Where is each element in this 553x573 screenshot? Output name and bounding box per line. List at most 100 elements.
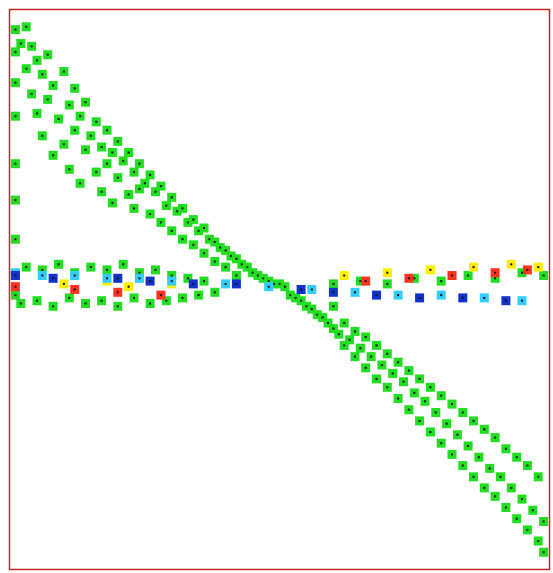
scatter-point — [215, 243, 225, 253]
scatter-point — [237, 259, 247, 269]
scatter-point — [59, 279, 69, 289]
scatter-point — [415, 416, 425, 426]
scatter-point — [447, 449, 457, 459]
scatter-point — [199, 248, 209, 258]
scatter-point — [328, 279, 338, 289]
scatter-point — [167, 271, 177, 280]
scatter-point — [339, 340, 349, 350]
scatter-point — [501, 444, 511, 454]
scatter-point — [355, 276, 365, 286]
scatter-point — [517, 494, 527, 504]
scatter-point — [469, 262, 478, 272]
scatter-point — [264, 282, 274, 292]
scatter-point — [188, 240, 198, 250]
scatter-point — [54, 114, 63, 124]
scatter-point — [167, 276, 177, 286]
scatter-point — [97, 187, 107, 197]
scatter-point — [393, 290, 403, 300]
scatter-point — [102, 265, 112, 275]
scatter-point — [37, 69, 47, 79]
scatter-point — [183, 217, 193, 227]
scatter-point — [102, 159, 112, 169]
scatter-point — [361, 332, 371, 342]
scatter-point — [91, 167, 101, 177]
scatter-point — [436, 438, 446, 448]
scatter-point — [37, 265, 47, 275]
scatter-point — [10, 159, 20, 169]
scatter-point — [134, 184, 144, 194]
scatter-point — [361, 276, 371, 286]
scatter-point — [75, 111, 85, 121]
scatter-point — [145, 299, 155, 308]
scatter-point — [37, 131, 47, 141]
scatter-point — [188, 279, 198, 289]
scatter-point — [32, 55, 42, 65]
scatter-point — [479, 293, 489, 303]
scatter-point — [431, 408, 441, 417]
scatter-point — [312, 310, 322, 320]
scatter-point — [355, 343, 365, 353]
scatter-point — [124, 282, 134, 292]
scatter-point — [458, 408, 468, 417]
scatter-point — [285, 290, 295, 300]
scatter-point — [129, 293, 139, 303]
scatter-point — [307, 304, 317, 314]
scatter-point — [113, 287, 123, 297]
scatter-point — [382, 349, 392, 359]
scatter-point — [231, 271, 241, 280]
scatter-point — [458, 461, 468, 471]
scatter-point — [27, 89, 37, 99]
scatter-point — [70, 83, 80, 93]
scatter-point — [81, 145, 90, 155]
scatter-point — [442, 419, 452, 429]
scatter-point — [447, 399, 457, 409]
scatter-point — [248, 268, 258, 278]
scatter-point — [522, 461, 532, 471]
scatter-point — [372, 340, 381, 350]
scatter-point — [161, 201, 171, 211]
scatter-point — [140, 178, 150, 188]
scatter-point — [64, 100, 74, 110]
scatter-point — [393, 394, 403, 403]
scatter-point — [350, 352, 360, 362]
scatter-point — [409, 388, 419, 398]
scatter-point — [43, 94, 53, 104]
scatter-point — [533, 536, 543, 546]
scatter-point — [21, 64, 31, 74]
scatter-point — [291, 293, 301, 303]
scatter-point — [16, 39, 26, 48]
scatter-point — [59, 67, 69, 76]
scatter-point — [506, 483, 516, 493]
scatter-point — [156, 181, 166, 191]
scatter-point — [517, 296, 527, 306]
scatter-point — [382, 268, 392, 278]
scatter-point — [118, 156, 128, 166]
scatter-point — [328, 301, 338, 311]
scatter-point — [97, 296, 107, 306]
scatter-point — [496, 472, 505, 482]
scatter-point — [124, 148, 134, 157]
scatter-point — [145, 209, 155, 219]
scatter-point — [48, 81, 58, 90]
scatter-point — [48, 301, 58, 311]
scatter-point — [404, 405, 414, 415]
scatter-point — [37, 271, 47, 280]
scatter-point — [134, 273, 144, 283]
scatter-point — [409, 273, 419, 283]
scatter-point — [210, 287, 220, 297]
scatter-point — [339, 318, 349, 328]
scatter-point — [70, 285, 80, 294]
scatter-point — [10, 195, 20, 205]
scatter-point — [307, 285, 317, 294]
scatter-point — [118, 259, 128, 269]
scatter-point — [393, 357, 403, 367]
scatter-point — [231, 254, 241, 264]
scatter-point — [161, 296, 171, 306]
scatter-point — [10, 282, 20, 292]
scatter-point — [183, 273, 193, 283]
scatter-point — [269, 279, 279, 289]
scatter-point — [533, 472, 543, 482]
scatter-point — [75, 178, 85, 188]
scatter-point — [32, 296, 42, 306]
